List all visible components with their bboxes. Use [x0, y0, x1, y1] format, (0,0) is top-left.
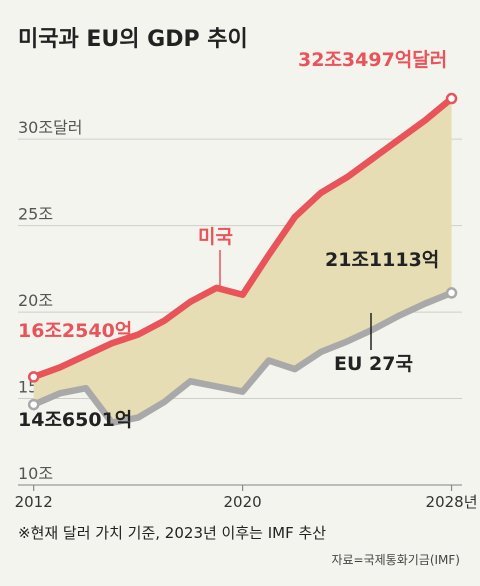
x-axis: 2012 2020 2028년 [15, 484, 478, 511]
chart-title: 미국과 EU의 GDP 추이 [18, 27, 248, 52]
us-end-value-label: 32조3497억달러 [298, 49, 447, 71]
source-credit: 자료=국제통화기금(IMF) [331, 553, 460, 567]
endpoint-markers [27, 92, 458, 411]
series-lines [30, 95, 455, 426]
x-tick-label: 2012 [15, 493, 53, 511]
y-tick-label: 25조 [18, 205, 53, 224]
us-point-marker [445, 92, 458, 105]
eu-end-value-label: 21조1113억 [325, 249, 439, 271]
x-tick-label: 2020 [224, 493, 262, 511]
y-axis-ticks: 10조15조20조25조30조달러 [18, 118, 83, 483]
eu-series-label: EU 27국 [334, 353, 413, 375]
x-tick-label: 2028년 [426, 493, 478, 511]
us-series-line [30, 95, 455, 381]
us-series-label: 미국 [198, 226, 233, 248]
eu-start-value-label: 14조6501억 [18, 409, 132, 431]
eu-point-marker [27, 398, 40, 411]
y-tick-label: 10조 [18, 464, 53, 483]
y-tick-label: 20조 [18, 291, 53, 310]
eu-point-marker [445, 287, 458, 299]
us-start-value-label: 16조2540억 [18, 320, 132, 342]
y-tick-label: 30조달러 [18, 118, 83, 137]
eu-series-line [30, 289, 455, 426]
us-point-marker [27, 371, 40, 383]
footnote: ※현재 달러 가치 기준, 2023년 이후는 IMF 추산 [18, 524, 326, 542]
